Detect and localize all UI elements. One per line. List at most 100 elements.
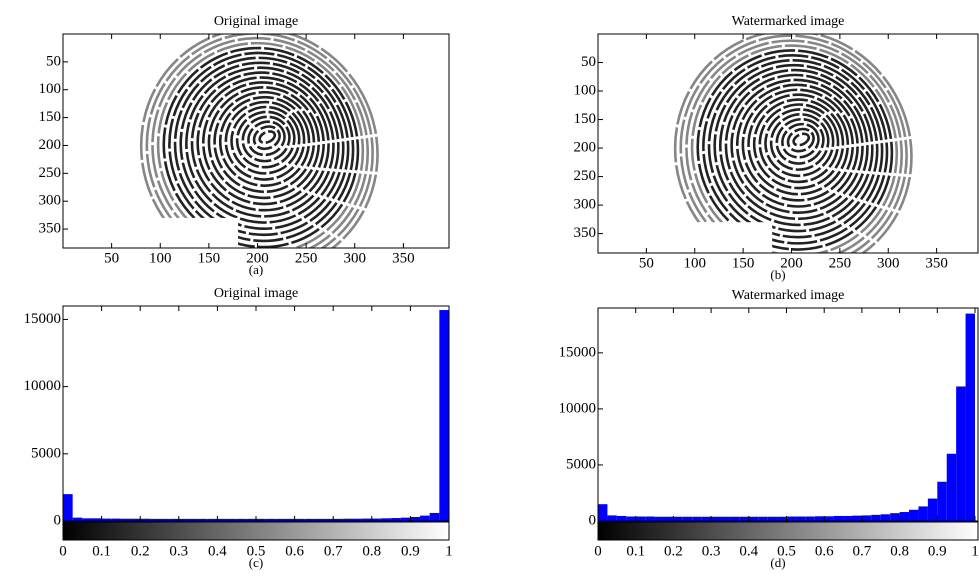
hist-bar [265, 518, 276, 521]
hist-bar [217, 518, 228, 521]
axes-box [597, 307, 979, 522]
y-tick-label: 0 [589, 512, 597, 528]
hist-bar [616, 515, 627, 521]
ridge [741, 88, 855, 202]
ridge [213, 90, 316, 194]
y-tick-label: 50 [581, 54, 596, 70]
hist-bar [420, 515, 430, 521]
hist-bar [304, 518, 314, 521]
ridge [190, 71, 335, 218]
x-tick-label: 0.3 [169, 543, 188, 559]
x-tick-label: 100 [149, 250, 172, 266]
ridge [690, 44, 899, 253]
panel-title: Original image [214, 286, 298, 301]
hist-bar [227, 518, 237, 521]
fingerprint [63, 34, 379, 248]
ridge [145, 34, 374, 248]
ridge [218, 95, 311, 187]
y-tick-label: 50 [46, 53, 61, 69]
x-tick-label: 0.7 [853, 543, 872, 559]
x-tick-label: 0.3 [702, 543, 721, 559]
ridge [685, 39, 903, 253]
fingerprint-mask [63, 217, 239, 248]
hist-bar [323, 518, 334, 521]
panel-title: Watermarked image [732, 288, 845, 303]
x-tick-label: 50 [104, 250, 119, 266]
ridge [207, 86, 321, 200]
panel-caption: (d) [770, 555, 785, 570]
y-tick-label: 5000 [31, 445, 61, 461]
hist-bar [275, 518, 285, 521]
x-tick-label: 1 [445, 543, 453, 559]
hist-bar [149, 518, 160, 521]
hist-bar [439, 310, 449, 521]
hist-bar [758, 516, 768, 521]
y-tick-label: 150 [574, 111, 597, 127]
hist-bar [833, 515, 844, 521]
hist-bar [130, 518, 141, 521]
hist-bar [880, 514, 891, 521]
fingerprint-mask [598, 222, 773, 253]
axes-box [597, 33, 979, 254]
y-tick-label: 350 [574, 225, 597, 241]
ridge [173, 56, 350, 237]
axes-box [62, 33, 450, 249]
ridge [241, 115, 291, 163]
hist-bar [786, 516, 796, 521]
axes-box [62, 305, 450, 522]
hist-bar [207, 518, 218, 521]
hist-bar [805, 516, 815, 521]
hist-bar [965, 313, 975, 521]
ridge [735, 83, 859, 208]
panel-title: Watermarked image [732, 14, 845, 29]
panel-title: Original image [214, 14, 298, 29]
hist-bar [313, 518, 324, 521]
x-tick-label: 0.8 [362, 543, 381, 559]
y-tick-label: 350 [39, 220, 62, 236]
x-tick-label: 0.1 [626, 543, 645, 559]
hist-bar [140, 518, 150, 521]
x-tick-label: 0.6 [285, 543, 304, 559]
x-tick-label: 0.5 [247, 543, 266, 559]
hist-bar [111, 518, 121, 521]
ridge [258, 130, 277, 145]
hist-bar [256, 518, 266, 521]
ridge [752, 98, 845, 190]
hist-bar [178, 518, 189, 521]
ridge [156, 41, 365, 248]
hist-bar [352, 518, 363, 521]
hist-bar [333, 518, 343, 521]
ridge [679, 34, 908, 253]
y-tick-label: 200 [39, 137, 62, 153]
ridge [730, 78, 864, 214]
hist-bar [682, 516, 693, 521]
hist-bar [91, 518, 102, 521]
ridge [781, 122, 820, 159]
hist-bar [937, 481, 947, 521]
y-tick-label: 15000 [24, 311, 62, 327]
hist-bar [391, 518, 401, 521]
x-tick-label: 200 [780, 255, 803, 271]
x-tick-label: 300 [877, 255, 900, 271]
x-tick-label: 0.9 [928, 543, 947, 559]
hist-bar [198, 518, 208, 521]
ridge [185, 66, 340, 224]
ridge [713, 63, 879, 233]
y-tick-label: 200 [574, 140, 597, 156]
hist-bar [909, 509, 919, 521]
panel-caption: (b) [770, 267, 785, 282]
hist-bar [767, 516, 778, 521]
hist-bar [645, 516, 655, 521]
hist-bar [729, 516, 740, 521]
hist-bar [673, 516, 683, 521]
hist-bar [63, 494, 73, 521]
y-tick-label: 100 [574, 82, 597, 98]
colorbar [597, 521, 979, 541]
panel-caption: (a) [249, 262, 263, 277]
x-tick-label: 150 [198, 250, 221, 266]
x-tick-label: 0 [59, 543, 67, 559]
hist-bar [607, 515, 617, 521]
hist-bar [82, 518, 92, 521]
hist-bar [918, 506, 928, 521]
hist-bar [748, 516, 759, 521]
